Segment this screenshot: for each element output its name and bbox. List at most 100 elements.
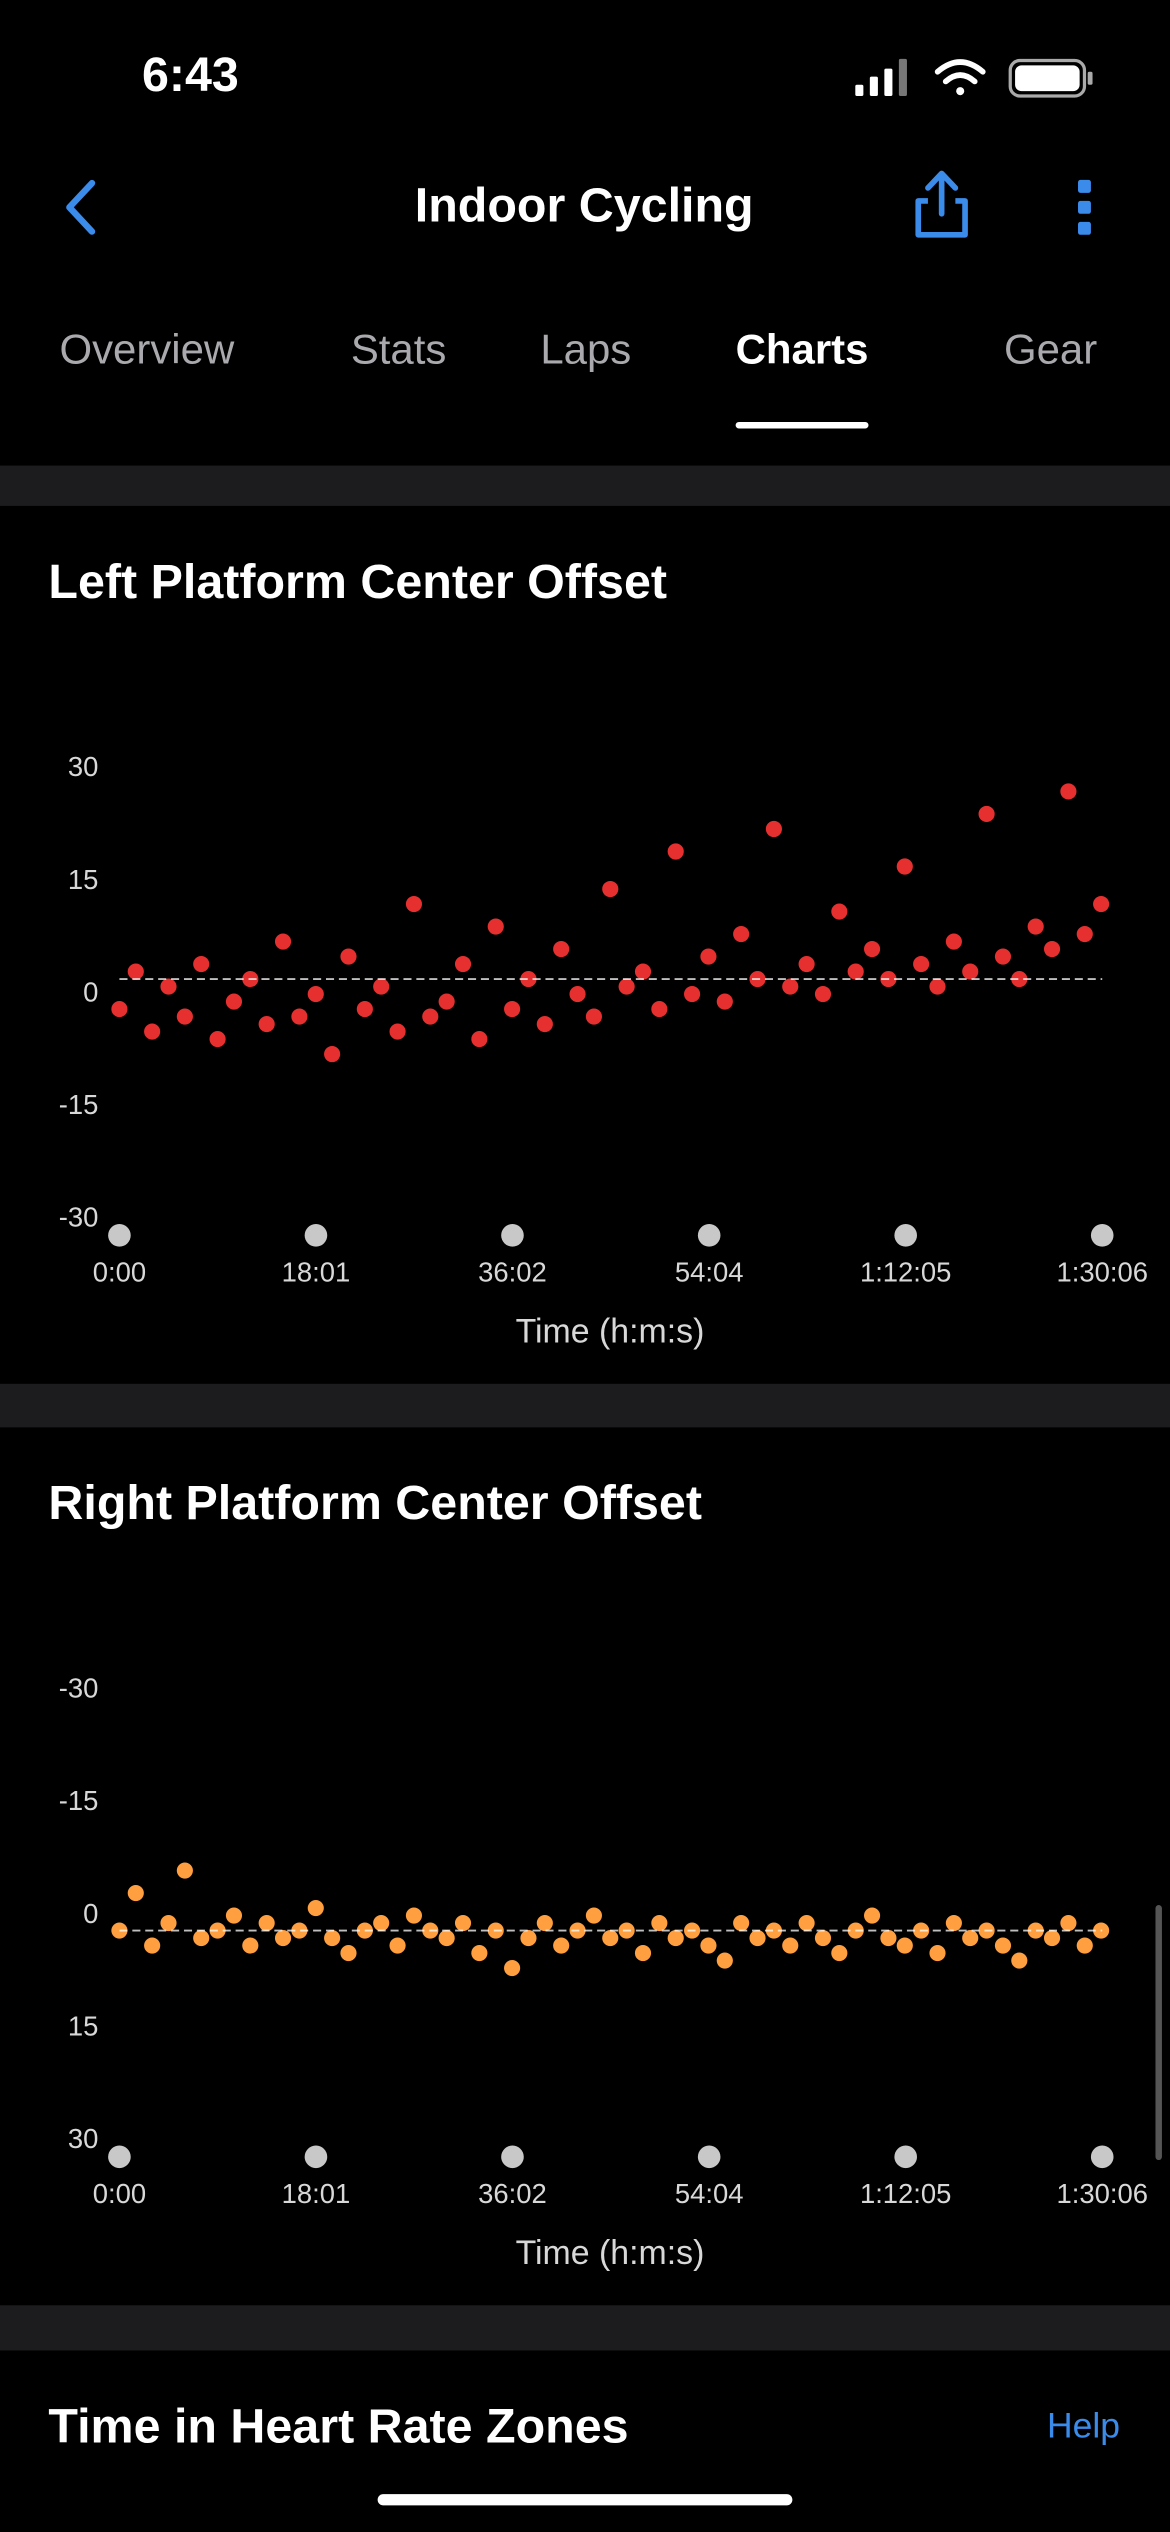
data-point [585,1907,602,1924]
data-point [258,1914,275,1932]
y-tick-label: -30 [59,1201,99,1232]
y-tick-label: -15 [59,1089,99,1120]
data-point [929,1945,946,1962]
tab-underline [735,421,869,429]
data-point [1060,783,1077,800]
data-point [1043,1929,1061,1947]
data-point [209,1031,226,1048]
data-point [160,1914,177,1932]
data-point [1060,1914,1077,1932]
wifi-icon [934,59,986,96]
data-point [634,1945,652,1962]
data-point [798,1914,815,1932]
data-point [896,1937,913,1954]
data-point [111,1001,128,1018]
separator [0,1383,1170,1428]
data-point [880,1929,897,1947]
data-point [340,948,357,965]
data-point [814,986,832,1003]
x-tick-mark [697,2145,721,2169]
tab-bar: Overview Stats Laps Charts Gear [59,326,1097,429]
data-point [176,1008,193,1025]
x-tick-mark [304,2145,328,2169]
data-point [504,1960,521,1977]
data-point [684,986,701,1003]
tab[interactable]: Charts [736,326,869,373]
chart-title: Right Platform Center Offset [48,1476,702,1530]
data-point [863,940,881,958]
tab[interactable]: Stats [351,326,447,373]
separator [0,465,1170,506]
back-button[interactable] [66,179,96,235]
data-point [193,1929,210,1947]
share-button[interactable] [915,170,968,238]
x-tick-label: 36:02 [478,1256,547,1287]
data-point [340,1945,357,1962]
status-time: 6:43 [142,48,239,102]
x-axis-label: Time (h:m:s) [516,2234,705,2272]
data-point [422,1008,439,1025]
data-point [798,955,815,973]
tab[interactable]: Laps [540,326,631,373]
data-point [438,993,455,1010]
x-tick-mark [697,1224,721,1247]
x-tick-label: 1:12:05 [860,1256,952,1287]
data-point [274,933,292,950]
data-point [553,1937,570,1954]
data-point [634,963,652,980]
data-point [847,963,864,980]
data-point [962,1929,979,1947]
data-point [127,963,144,980]
x-tick-label: 54:04 [675,2178,744,2209]
x-tick-mark [1090,2145,1114,2169]
data-point [602,880,619,898]
x-tick-mark [501,2145,524,2169]
data-point [291,1008,308,1025]
data-point [324,1929,341,1947]
data-point [1076,1937,1093,1954]
data-point [160,978,177,995]
data-point [454,1914,472,1932]
data-point [274,1929,292,1947]
y-tick-label: -15 [59,1785,99,1816]
x-tick-mark [304,1224,328,1247]
data-point [651,1001,668,1018]
x-tick-mark [501,1224,524,1247]
help-link[interactable]: Help [1047,2405,1120,2445]
data-point [863,1907,881,1924]
data-point [782,978,799,995]
data-point [994,948,1012,965]
data-point [994,1937,1012,1954]
data-point [405,1907,423,1924]
y-tick-label: 15 [68,2010,99,2041]
data-point [504,1001,521,1018]
x-tick-label: 18:01 [282,2178,351,2209]
tab[interactable]: Gear [1004,326,1097,373]
separator [0,2305,1170,2351]
x-axis-label: Time (h:m:s) [516,1313,705,1351]
data-point [602,1929,619,1947]
data-point [569,986,586,1003]
x-tick-label: 0:00 [93,2178,146,2209]
data-point [962,963,979,980]
data-point [1011,970,1028,988]
data-point [389,1937,406,1954]
data-point [144,1023,161,1040]
data-point [242,1937,259,1954]
data-point [258,1016,275,1033]
data-point [520,1929,537,1947]
y-tick-label: 30 [68,2123,99,2154]
more-button[interactable] [1078,179,1091,235]
data-point [1076,925,1093,943]
data-point [782,1937,799,1954]
tab[interactable]: Overview [59,326,234,373]
data-point [765,1922,782,1939]
chart: Left Platform Center Offset 30 15 0 -15 -30 0:… [48,555,1148,1351]
home-indicator [377,2494,793,2506]
y-tick-label: -30 [59,1673,99,1704]
data-point [373,978,390,995]
data-point [471,1945,488,1962]
